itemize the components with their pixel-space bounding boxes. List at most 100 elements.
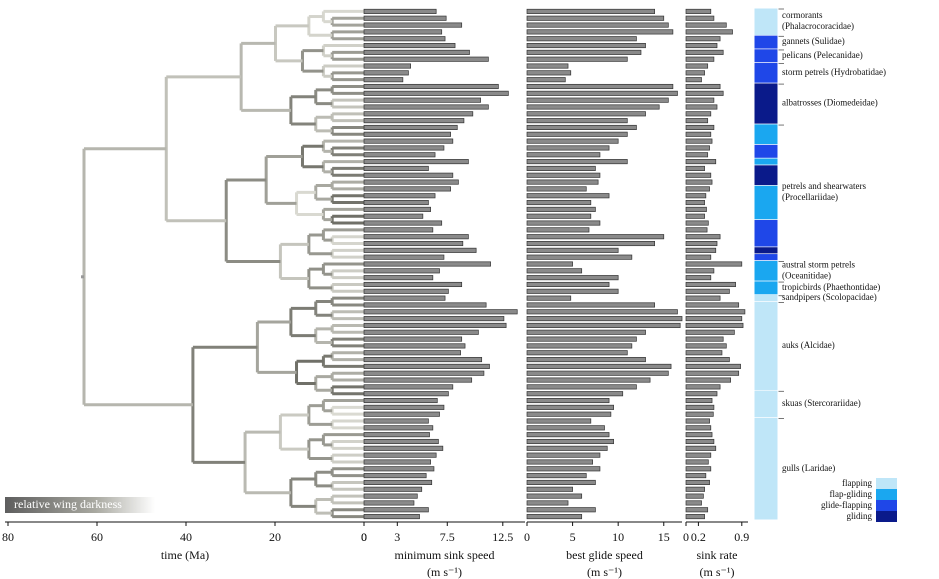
bar (685, 377, 731, 383)
bar (685, 343, 727, 349)
bar (363, 172, 454, 178)
bar (685, 404, 715, 410)
bar (526, 15, 665, 21)
bar (526, 411, 612, 417)
bar (526, 473, 587, 479)
bar (363, 514, 420, 520)
legend-label: flapping (842, 478, 872, 488)
bar (685, 15, 715, 21)
bar (526, 118, 628, 124)
bar (363, 479, 433, 485)
bar (685, 350, 723, 356)
bar (526, 63, 569, 69)
bar (363, 404, 445, 410)
bar (363, 322, 507, 328)
bar (526, 507, 596, 513)
bar (526, 83, 674, 90)
bar (526, 500, 569, 506)
bar (526, 261, 573, 267)
bar (363, 124, 458, 131)
bar (363, 118, 465, 124)
x-axis-unit: (m s⁻¹) (587, 565, 622, 579)
x-tick-label: 80 (2, 530, 14, 544)
bar (526, 165, 596, 171)
bar (363, 200, 429, 206)
bar (363, 343, 466, 349)
bar (526, 391, 624, 397)
bar (685, 316, 743, 322)
bar (363, 295, 446, 301)
flight-mode-segment (753, 123, 779, 145)
bar (526, 343, 633, 349)
flight-mode-segment (753, 62, 779, 84)
bar (363, 131, 451, 137)
bar (526, 493, 583, 499)
bar (685, 165, 705, 171)
bar (363, 507, 429, 513)
bar (526, 179, 599, 185)
bar (526, 124, 637, 131)
bar (526, 466, 601, 472)
bar (526, 514, 583, 520)
bar (363, 193, 436, 199)
family-label: storm petrels (Hydrobatidae) (782, 67, 886, 77)
bar (363, 418, 429, 424)
flight-mode-segment (753, 48, 779, 63)
bar (526, 49, 642, 55)
bar (363, 159, 469, 165)
bar (526, 138, 619, 144)
bar (685, 213, 705, 219)
bar (363, 316, 505, 322)
bar (363, 77, 404, 83)
bar (685, 370, 740, 376)
bar (685, 275, 712, 281)
bar (363, 261, 491, 267)
bar (685, 22, 727, 28)
flight-mode-segment (753, 164, 779, 186)
x-axis-label: best glide speed (566, 548, 643, 562)
bar (363, 357, 483, 363)
bar (685, 29, 733, 35)
flight-mode-segment (753, 246, 779, 255)
bar (526, 288, 619, 294)
bar (363, 438, 439, 445)
bar (685, 77, 702, 83)
bar (526, 479, 596, 485)
bar (526, 404, 614, 410)
family-label: (Procellariidae) (782, 192, 838, 202)
family-label: sandpipers (Scolopacidae) (782, 292, 877, 302)
family-label: albatrosses (Diomedeidae) (782, 98, 878, 108)
bar (685, 234, 721, 240)
bar (685, 411, 714, 417)
bar (526, 432, 610, 438)
bar (685, 124, 715, 131)
bar (363, 391, 449, 397)
bar (685, 254, 712, 260)
bar (363, 309, 518, 315)
bar (363, 15, 447, 21)
bar (685, 179, 713, 185)
x-tick-label: 60 (91, 530, 103, 544)
x-tick-label: 0 (683, 530, 689, 544)
x-tick-label: 0 (524, 530, 530, 544)
bar (363, 363, 490, 369)
bar (685, 43, 718, 49)
bar (685, 240, 718, 247)
legend-label: glide-flapping (821, 500, 872, 510)
bar (685, 281, 736, 288)
bar (685, 193, 707, 199)
x-axis-label: time (Ma) (161, 548, 209, 562)
x-tick-label: 12.5 (492, 530, 513, 544)
bar (526, 36, 637, 42)
bar (363, 186, 451, 192)
bar (526, 425, 605, 431)
bar (685, 466, 712, 472)
bar (685, 309, 746, 315)
bar (526, 452, 601, 458)
bar (363, 36, 446, 42)
bar (685, 63, 709, 69)
bar (526, 363, 672, 369)
bar (363, 90, 509, 96)
bar (526, 200, 592, 206)
